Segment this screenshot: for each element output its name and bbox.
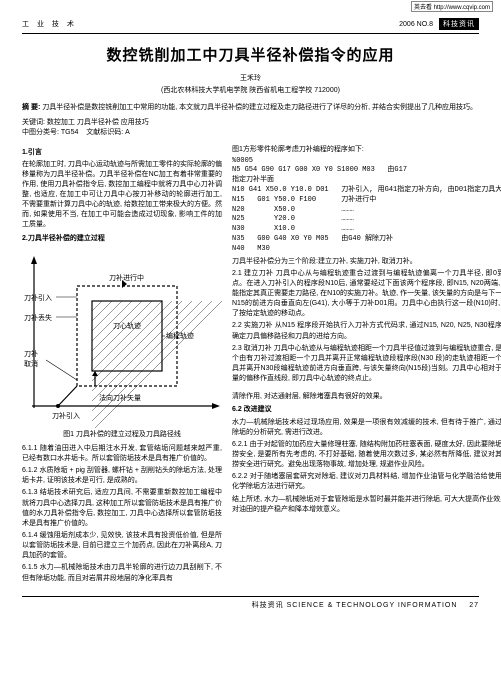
fig-note: 图1方形零件轮廓考虑刀补编程的程序如下: <box>232 145 501 155</box>
classify-val: TG54 <box>61 129 79 136</box>
para-615: 6.1.5 水力—机械除垢技术由刀具半轮廓的进行边刀具刮削下, 不但有除垢功能,… <box>22 563 222 583</box>
para-612: 6.1.2 水质除垢 + pig 刮管器, 螺杆钻 + 刮削钻头的除垢方法, 处… <box>22 466 222 486</box>
classify-line: 中图分类号: TG54 文献标识码: A <box>22 128 479 139</box>
category-label: 工 业 技 术 <box>22 19 77 29</box>
para-l1: 在轮廓加工时, 刀具中心运动轨迹与所需加工零件的实际轮廓的偏移量称为刀具半径补偿… <box>22 160 222 231</box>
para-212: 2.2 实施刀补 从N15 程序段开始执行入刀补方式代码求, 通过N15, N2… <box>232 321 501 341</box>
heading-1: 1.引言 <box>22 148 222 158</box>
nc-program: %0005 N5 G54 G90 G17 G00 X0 Y0 S1000 M03… <box>232 157 501 255</box>
para-611: 6.1.1 随着油田进入中后期注水开发, 套管结垢问题越来越严重, 已经有数口水… <box>22 444 222 464</box>
abstract-label: 摘 要: <box>22 104 40 111</box>
classify-label: 中图分类号: <box>22 129 59 136</box>
keywords-text: 数控加工 刀具半径补偿 应用技巧 <box>47 119 149 126</box>
para-211: 2.1 建立刀补 刀具中心从与编程轨迹重合过渡到与编程轨迹偏离一个刀具半径, 即… <box>232 269 501 320</box>
page-footer: 科技资讯 SCIENCE & TECHNOLOGY INFORMATION 27 <box>22 600 479 610</box>
issue-label: 2006 NO.8 <box>77 21 439 28</box>
heading-62: 6.2 改进建议 <box>232 405 501 415</box>
para-conc: 结上所述, 水力—机械除垢对于套管除垢是水暂时最并能并进行除垢, 可大大提高作业… <box>232 495 501 515</box>
keywords-label: 关键词: <box>22 119 45 126</box>
source-url: 英去看 http://www.cqvip.com <box>411 1 493 12</box>
para-614: 6.1.4 缓蚀阻垢剂成本少, 见效快, 该技术具有投资低价值, 但是所以套管防… <box>22 531 222 561</box>
paper-title: 数控铣削加工中刀具半径补偿指令的应用 <box>22 44 479 65</box>
abstract-block: 摘 要: 刀具半径补偿是数控铣削加工中常用的功能, 本文就刀具半径补偿的建立过程… <box>22 103 479 114</box>
right-column: 图1方形零件轮廓考虑刀补编程的程序如下: %0005 N5 G54 G90 G1… <box>232 145 501 586</box>
footer-page: 27 <box>469 602 479 609</box>
svg-text:刀补引入: 刀补引入 <box>24 293 52 302</box>
svg-text:刀补: 刀补 <box>24 349 38 358</box>
para-clear: 清除作用, 对达通射层, 解除堵塞具有很好的效果。 <box>232 392 501 402</box>
figure-caption: 图1 刀具补偿的建立过程及刀具路径线 <box>22 430 222 440</box>
footer-mid: SCIENCE & TECHNOLOGY INFORMATION <box>287 602 458 609</box>
journal-badge: 科技资讯 <box>439 18 479 30</box>
figure-1: 刀补进行中刀心轨迹编程轨迹刀补引入刀补丢失刀补取消刀补引入法向刀补矢量 图1 刀… <box>22 248 222 440</box>
svg-text:取消: 取消 <box>24 359 38 368</box>
svg-text:刀心轨迹: 刀心轨迹 <box>113 321 141 330</box>
heading-2: 2.刀具半径补偿的建立过程 <box>22 234 222 244</box>
footer-journal: 科技资讯 <box>252 602 284 609</box>
svg-text:刀补丢失: 刀补丢失 <box>24 313 52 322</box>
para-62: 水力—机械除垢技术经过现场应用, 效果是一项很有效减缓的技术, 但有待于推广, … <box>232 418 501 438</box>
left-column: 1.引言 在轮廓加工时, 刀具中心运动轨迹与所需加工零件的实际轮廓的偏移量称为刀… <box>22 145 222 586</box>
para-622: 6.2.2 对于随堵塞层套研究对除垢, 建议对刀具材料结, 增加作业油管与化学融… <box>232 472 501 492</box>
para-213: 2.3 取消刀补 刀具中心轨迹从与编程轨迹相距一个刀具半径值过渡到与编程轨迹重合… <box>232 344 501 385</box>
svg-text:刀补进行中: 刀补进行中 <box>109 273 144 282</box>
svg-text:刀补引入: 刀补引入 <box>52 411 80 420</box>
para-r21: 刀具半径补偿分为三个阶段:建立刀补, 实施刀补, 取消刀补。 <box>232 257 501 267</box>
keywords-line: 关键词: 数控加工 刀具半径补偿 应用技巧 <box>22 118 479 129</box>
para-621: 6.2.1 由于对起管的加药应大量修理柱塞, 随结构附加药柱塞表面, 硬度太好,… <box>232 440 501 470</box>
doc-label: 文献标识码: <box>86 129 123 136</box>
affiliation: (西北农林科技大学机电学院 陕西省机电工程学校 712000) <box>22 85 479 95</box>
svg-text:编程轨迹: 编程轨迹 <box>166 331 194 340</box>
para-613: 6.1.3 结垢技术研究后, 适应刀具间, 不需要重新数控加工编程中就将刀具中心… <box>22 488 222 529</box>
abstract-text: 刀具半径补偿是数控铣削加工中常用的功能, 本文就刀具半径补偿的建立过程及走刀路径… <box>42 104 477 111</box>
doc-val: A <box>125 129 130 136</box>
author-name: 王禾玲 <box>22 73 479 83</box>
svg-text:法向刀补矢量: 法向刀补矢量 <box>99 393 141 402</box>
